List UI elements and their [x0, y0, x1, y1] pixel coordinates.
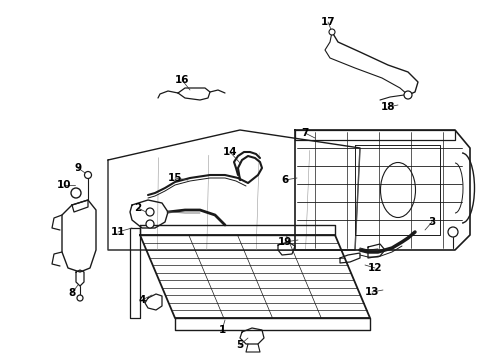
Text: 3: 3: [428, 217, 436, 227]
Text: 16: 16: [175, 75, 189, 85]
Circle shape: [71, 188, 81, 198]
Text: 13: 13: [365, 287, 379, 297]
Circle shape: [404, 91, 412, 99]
Text: 1: 1: [219, 325, 225, 335]
Text: 14: 14: [222, 147, 237, 157]
Text: 5: 5: [236, 340, 244, 350]
Text: 4: 4: [138, 295, 146, 305]
Text: 18: 18: [381, 102, 395, 112]
Text: 19: 19: [278, 237, 292, 247]
Circle shape: [329, 29, 335, 35]
Ellipse shape: [381, 162, 416, 217]
Text: 17: 17: [320, 17, 335, 27]
Text: 10: 10: [57, 180, 71, 190]
Text: 15: 15: [168, 173, 182, 183]
Text: 12: 12: [368, 263, 382, 273]
Circle shape: [77, 295, 83, 301]
Circle shape: [84, 171, 92, 179]
Circle shape: [448, 227, 458, 237]
Text: 6: 6: [281, 175, 289, 185]
Circle shape: [146, 220, 154, 228]
Text: 8: 8: [69, 288, 75, 298]
Text: 2: 2: [134, 203, 142, 213]
Circle shape: [146, 208, 154, 216]
Text: 9: 9: [74, 163, 81, 173]
Text: 7: 7: [301, 128, 309, 138]
Text: 11: 11: [111, 227, 125, 237]
